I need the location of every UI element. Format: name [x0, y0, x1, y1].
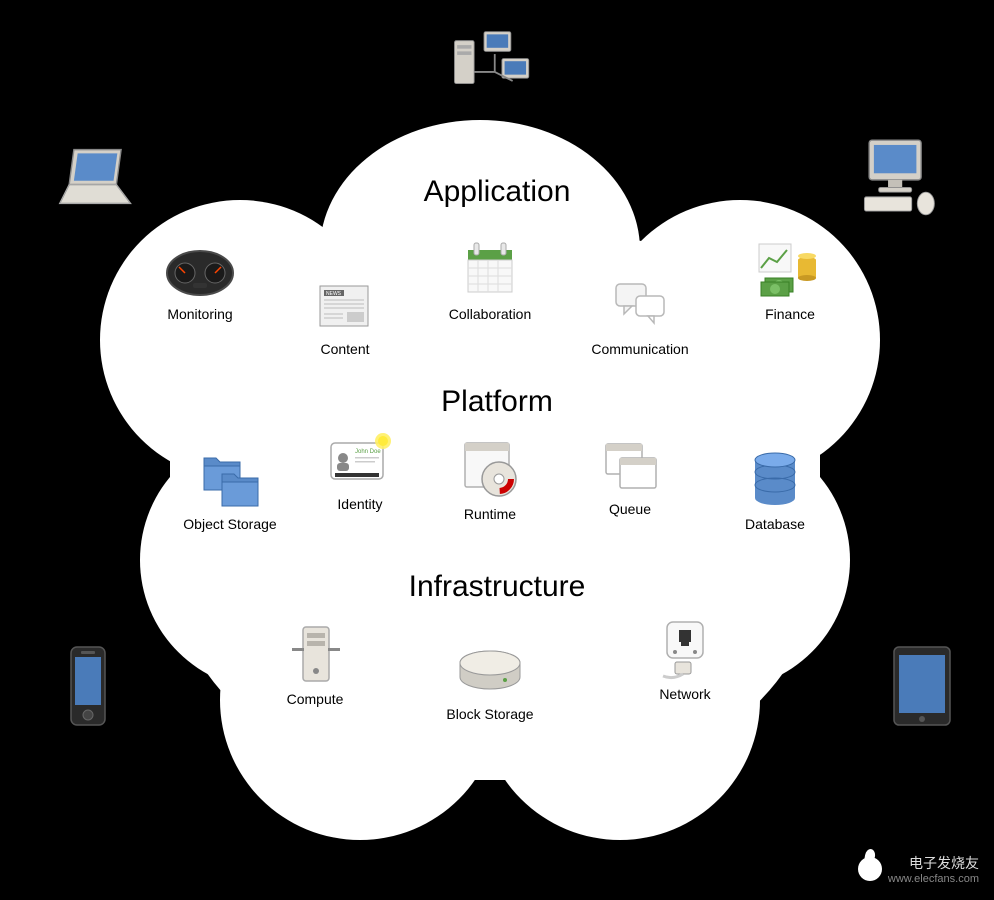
- server-blade-icon: [280, 625, 350, 685]
- laptop-icon: [55, 135, 140, 220]
- block-storage-label: Block Storage: [430, 706, 550, 722]
- folders-icon: [195, 450, 265, 510]
- tablet-icon: [880, 645, 965, 730]
- object-storage-label: Object Storage: [170, 516, 290, 532]
- disc-window-icon: [455, 440, 525, 500]
- object-storage-item: Object Storage: [170, 450, 290, 532]
- queue-label: Queue: [570, 501, 690, 517]
- content-label: Content: [285, 341, 405, 357]
- watermark-logo-icon: [858, 857, 882, 881]
- communication-label: Communication: [580, 341, 700, 357]
- svg-text:John Doe: John Doe: [355, 449, 381, 455]
- finance-item: Finance: [730, 240, 850, 322]
- server-desktops-icon: [450, 20, 535, 105]
- db-cylinder-icon: [740, 450, 810, 510]
- network-item: Network: [625, 620, 745, 702]
- content-item: NEWS Content: [285, 275, 405, 357]
- watermark: 电子发烧友 www.elecfans.com: [858, 853, 979, 885]
- compute-item: Compute: [255, 625, 375, 707]
- runtime-item: Runtime: [430, 440, 550, 522]
- speech-bubbles-icon: [605, 275, 675, 335]
- identity-label: Identity: [300, 496, 420, 512]
- ethernet-icon: [650, 620, 720, 680]
- block-storage-item: Block Storage: [430, 640, 550, 722]
- dashboard-icon: [165, 240, 235, 300]
- collaboration-label: Collaboration: [430, 306, 550, 322]
- hard-drive-icon: [455, 640, 525, 700]
- compute-label: Compute: [255, 691, 375, 707]
- money-chart-icon: [755, 240, 825, 300]
- database-label: Database: [715, 516, 835, 532]
- watermark-url: www.elecfans.com: [888, 873, 979, 885]
- collaboration-item: Collaboration: [430, 240, 550, 322]
- newspaper-icon: NEWS: [310, 275, 380, 335]
- identity-item: John Doe Identity: [300, 430, 420, 512]
- queue-item: Queue: [570, 435, 690, 517]
- svg-text:NEWS: NEWS: [326, 291, 342, 297]
- calendar-icon: [455, 240, 525, 300]
- infrastructure-title: Infrastructure: [347, 570, 647, 604]
- platform-title: Platform: [347, 385, 647, 419]
- runtime-label: Runtime: [430, 506, 550, 522]
- application-title: Application: [347, 175, 647, 209]
- desktop-pc-icon: [855, 135, 940, 220]
- monitoring-label: Monitoring: [140, 306, 260, 322]
- id-card-icon: John Doe: [325, 430, 395, 490]
- communication-item: Communication: [580, 275, 700, 357]
- network-label: Network: [625, 686, 745, 702]
- smartphone-icon: [45, 645, 130, 730]
- windows-icon: [595, 435, 665, 495]
- finance-label: Finance: [730, 306, 850, 322]
- database-item: Database: [715, 450, 835, 532]
- monitoring-item: Monitoring: [140, 240, 260, 322]
- watermark-cn: 电子发烧友: [888, 853, 979, 873]
